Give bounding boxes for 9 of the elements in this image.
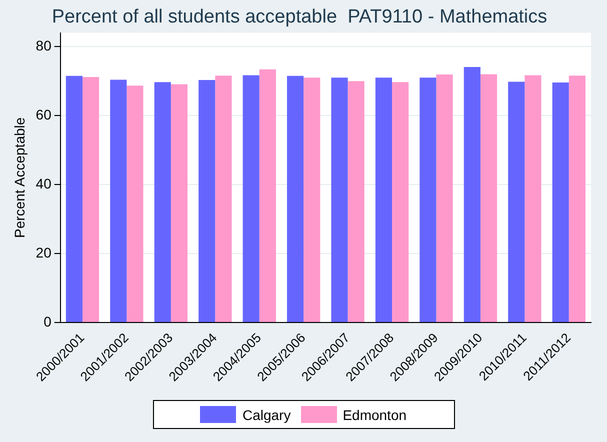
legend-label: Calgary <box>242 406 291 422</box>
y-tick-label: 20 <box>36 244 52 260</box>
y-tick-label: 0 <box>44 313 52 330</box>
y-axis-title: Percent Acceptable <box>11 117 28 238</box>
chart-title: Percent of all students acceptable PAT9110 - Mathematics <box>52 6 548 28</box>
y-tick-label: 60 <box>36 106 52 122</box>
y-tick-label: 80 <box>36 37 52 54</box>
y-tick-label: 40 <box>36 175 52 192</box>
legend-label: Edmonton <box>342 406 407 422</box>
